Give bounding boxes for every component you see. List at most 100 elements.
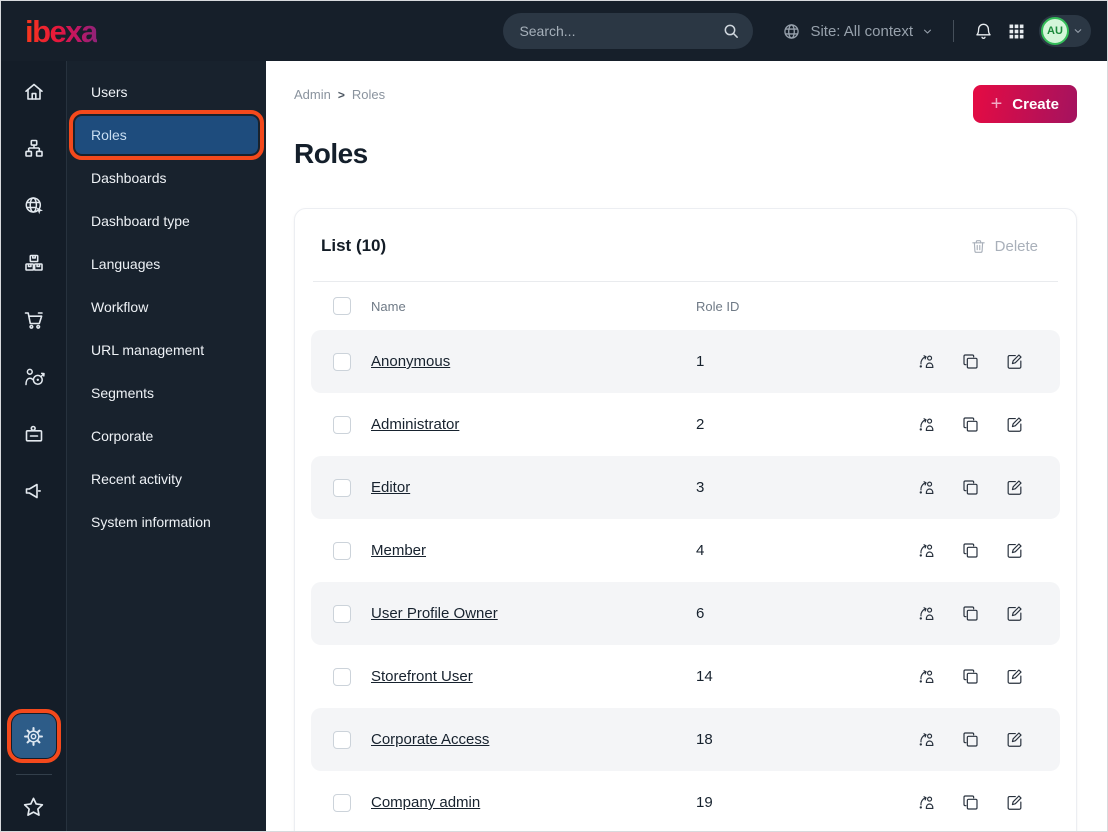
rail-item-commerce[interactable]	[1, 291, 67, 348]
rail-item-settings[interactable]	[6, 709, 61, 763]
assign-icon[interactable]	[917, 793, 936, 812]
menu-item-system-information[interactable]: System information	[91, 514, 211, 530]
rail-item-product-catalog[interactable]	[1, 234, 67, 291]
edit-icon[interactable]	[1005, 478, 1024, 497]
breadcrumb-admin[interactable]: Admin	[294, 87, 331, 102]
content-tree-icon	[22, 137, 46, 161]
role-name-link[interactable]: Anonymous	[371, 353, 451, 370]
row-checkbox[interactable]	[333, 415, 351, 434]
edit-icon[interactable]	[1005, 604, 1024, 623]
list-title: List (10)	[321, 236, 387, 255]
table-row: Anonymous 1	[311, 330, 1060, 393]
role-name-link[interactable]: Member	[371, 542, 427, 559]
assign-icon[interactable]	[917, 478, 936, 497]
rail-item-site[interactable]	[1, 177, 67, 234]
copy-icon[interactable]	[961, 604, 980, 623]
user-menu[interactable]: AU	[1039, 15, 1091, 47]
site-context-switcher[interactable]: Site: All context	[781, 21, 934, 42]
row-checkbox[interactable]	[333, 352, 351, 371]
menu-item-languages[interactable]: Languages	[91, 256, 161, 272]
edit-icon[interactable]	[1005, 667, 1024, 686]
row-checkbox[interactable]	[333, 667, 351, 686]
rail-item-customer-targeting[interactable]	[1, 348, 67, 405]
create-button[interactable]: + Create	[972, 85, 1077, 123]
menu-item-url-management[interactable]: URL management	[91, 342, 205, 358]
home-icon	[22, 80, 46, 104]
global-search	[503, 13, 754, 49]
assign-icon[interactable]	[917, 541, 936, 560]
star-icon	[21, 795, 46, 820]
role-id-value: 1	[696, 353, 705, 370]
menu-item-segments[interactable]: Segments	[91, 385, 155, 401]
table-row: Member 4	[311, 519, 1060, 582]
assign-icon[interactable]	[917, 604, 936, 623]
column-role-id: Role ID	[696, 298, 740, 314]
menu-item-users[interactable]: Users	[91, 84, 128, 100]
table-row: Corporate Access 18	[311, 708, 1060, 771]
edit-icon[interactable]	[1005, 730, 1024, 749]
menu-item-recent-activity[interactable]: Recent activity	[91, 471, 183, 487]
menu-item-workflow[interactable]: Workflow	[91, 299, 149, 315]
role-name-link[interactable]: User Profile Owner	[371, 605, 498, 622]
row-checkbox[interactable]	[333, 604, 351, 623]
assign-icon[interactable]	[917, 415, 936, 434]
table-header: Name Role ID	[311, 282, 1060, 330]
role-id-value: 3	[696, 479, 705, 496]
delete-label: Delete	[994, 237, 1038, 255]
assign-icon[interactable]	[917, 352, 936, 371]
row-checkbox[interactable]	[333, 793, 351, 812]
gear-icon	[22, 725, 45, 748]
rail-item-home[interactable]	[1, 63, 67, 120]
menu-item-roles[interactable]: Roles	[69, 110, 264, 160]
main-content: Admin > Roles + Create Roles List (10)	[266, 61, 1107, 831]
rail-item-favorites[interactable]	[21, 785, 46, 829]
row-checkbox[interactable]	[333, 541, 351, 560]
copy-icon[interactable]	[961, 793, 980, 812]
table-row: Administrator 2	[311, 393, 1060, 456]
notifications-bell-icon[interactable]	[973, 21, 994, 42]
ibexa-logo[interactable]: ibexa	[25, 13, 98, 49]
edit-icon[interactable]	[1005, 352, 1024, 371]
avatar: AU	[1041, 17, 1069, 45]
rail-item-announcements[interactable]	[1, 462, 67, 519]
rail-item-corporate-badge[interactable]	[1, 405, 67, 462]
app-grid-icon[interactable]	[1007, 22, 1026, 41]
rail-item-content-structure[interactable]	[1, 120, 67, 177]
role-name-link[interactable]: Corporate Access	[371, 731, 490, 748]
role-name-link[interactable]: Administrator	[371, 416, 460, 433]
row-checkbox[interactable]	[333, 478, 351, 497]
role-name-link[interactable]: Editor	[371, 479, 411, 496]
table-row: Editor 3	[311, 456, 1060, 519]
copy-icon[interactable]	[961, 541, 980, 560]
plus-icon: +	[990, 93, 1003, 115]
menu-item-dashboard-type[interactable]: Dashboard type	[91, 213, 190, 229]
copy-icon[interactable]	[961, 415, 980, 434]
role-id-value: 2	[696, 416, 705, 433]
delete-button[interactable]: Delete	[970, 238, 1038, 255]
globe-icon	[781, 21, 802, 42]
edit-icon[interactable]	[1005, 541, 1024, 560]
id-badge-icon	[22, 422, 46, 446]
boxes-icon	[22, 251, 46, 275]
copy-icon[interactable]	[961, 730, 980, 749]
breadcrumb-roles: Roles	[351, 87, 386, 102]
edit-icon[interactable]	[1005, 415, 1024, 434]
copy-icon[interactable]	[961, 667, 980, 686]
copy-icon[interactable]	[961, 478, 980, 497]
copy-icon[interactable]	[961, 352, 980, 371]
role-name-link[interactable]: Company admin	[371, 794, 481, 811]
chevron-down-icon	[1072, 25, 1084, 37]
table-row: Storefront User 14	[311, 645, 1060, 708]
menu-item-dashboards[interactable]: Dashboards	[91, 170, 167, 186]
menu-item-corporate[interactable]: Corporate	[91, 428, 154, 444]
row-actions	[917, 541, 1024, 560]
edit-icon[interactable]	[1005, 793, 1024, 812]
row-checkbox[interactable]	[333, 730, 351, 749]
select-all-checkbox[interactable]	[333, 297, 351, 315]
role-name-link[interactable]: Storefront User	[371, 668, 473, 685]
search-input[interactable]	[503, 13, 754, 49]
column-name: Name	[371, 298, 406, 314]
assign-icon[interactable]	[917, 667, 936, 686]
assign-icon[interactable]	[917, 730, 936, 749]
